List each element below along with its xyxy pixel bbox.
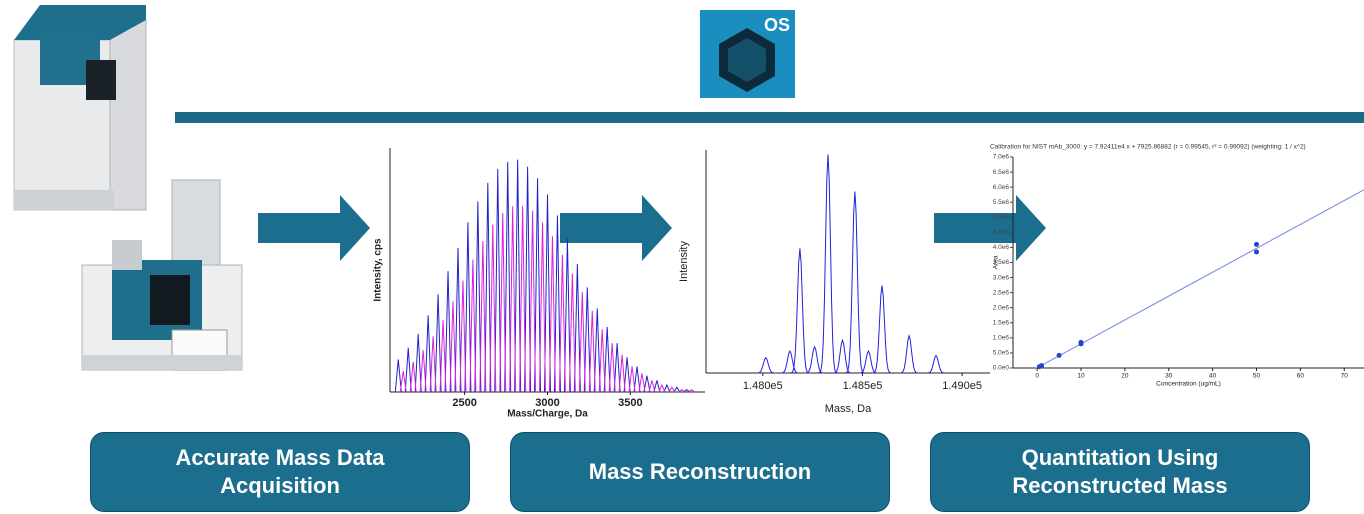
y-tick-label: 5.0e5	[993, 350, 1010, 357]
y-tick-label: 3.0e6	[993, 274, 1010, 281]
arrow	[934, 195, 1046, 261]
arrow	[560, 195, 672, 261]
x-axis-label: Concentration (ug/mL)	[1156, 381, 1221, 388]
spectrum-peak	[420, 350, 426, 392]
spectrum-peak	[589, 311, 595, 392]
x-tick-label: 30	[1165, 373, 1173, 380]
spectrum-peak	[510, 206, 516, 392]
spectrum-peak	[559, 255, 565, 392]
spectrum-peak	[410, 362, 416, 392]
x-tick-label: 1.480e5	[743, 380, 783, 392]
y-tick-label: 7.0e6	[993, 154, 1010, 161]
x-tick-label: 1.485e5	[843, 380, 883, 392]
y-tick-label: 4.0e6	[993, 244, 1010, 251]
x-tick-label: 0	[1035, 373, 1039, 380]
x-tick-label: 10	[1077, 373, 1085, 380]
mass-peak	[926, 356, 945, 374]
y-axis-label: Intensity, cps	[373, 238, 384, 302]
mass-peak	[872, 286, 891, 374]
spectrum-peak	[440, 320, 446, 392]
spectrum-peak	[400, 371, 406, 392]
spectrum-peak	[520, 206, 526, 392]
step-box: Accurate Mass Data Acquisition	[90, 432, 470, 512]
spectrum-peak	[549, 236, 555, 392]
spectrum-peak	[659, 385, 665, 392]
spectrum-peak	[530, 211, 536, 392]
step-label: Accurate Mass Data Acquisition	[160, 444, 400, 500]
spectrum-peak	[470, 260, 476, 392]
x-tick-label: 3000	[535, 397, 559, 409]
y-tick-label: 4.5e6	[993, 229, 1010, 236]
y-tick-label: 5.5e6	[993, 199, 1010, 206]
chart-title: Calibration for NIST mAb_3000: y = 7.924…	[990, 144, 1306, 151]
spectrum-peak	[490, 225, 496, 392]
y-axis-label: Intensity	[678, 241, 690, 282]
logo-text: OS	[764, 15, 790, 35]
mass-peak	[818, 154, 837, 373]
spectrum-peak	[639, 373, 645, 392]
spectrum-peak	[540, 222, 546, 392]
fit-line	[1013, 190, 1364, 381]
y-tick-label: 5.0e6	[993, 214, 1010, 221]
y-tick-label: 1.0e6	[993, 335, 1010, 342]
spectrum-peak	[395, 359, 401, 392]
mass-peak	[900, 336, 919, 373]
spectrum-peak	[569, 273, 575, 392]
mass-peak	[756, 358, 775, 373]
spectrum-peak	[430, 336, 436, 392]
x-axis-label: Mass, Da	[825, 403, 872, 415]
mass-peak	[845, 192, 864, 373]
spectrum-peak	[629, 366, 635, 392]
x-tick-label: 40	[1209, 373, 1217, 380]
x-tick-label: 3500	[618, 397, 642, 409]
calibration-point	[1039, 363, 1044, 368]
spectrum-peak	[500, 213, 506, 392]
arrow	[258, 195, 370, 261]
spectrum-peak	[480, 241, 486, 392]
x-axis-label: Mass/Charge, Da	[507, 409, 588, 420]
step-label: Quantitation Using Reconstructed Mass	[995, 444, 1245, 500]
spectrum-peak	[405, 348, 411, 392]
spectrum-peak	[669, 387, 675, 392]
spectrum-peak	[609, 343, 615, 392]
x-tick-label: 70	[1341, 373, 1349, 380]
calibration-point	[1057, 353, 1062, 358]
step-box: Quantitation Using Reconstructed Mass	[930, 432, 1310, 512]
calibration-point	[1079, 340, 1084, 345]
y-tick-label: 2.0e6	[993, 304, 1010, 311]
x-tick-label: 1.490e5	[942, 380, 982, 392]
y-tick-label: 0.0e0	[993, 365, 1010, 372]
step-label: Mass Reconstruction	[589, 458, 812, 486]
y-axis-label: Area	[993, 255, 1000, 269]
mass-peak	[790, 248, 809, 373]
y-tick-label: 6.5e6	[993, 169, 1010, 176]
calibration-point	[1254, 249, 1259, 254]
x-tick-label: 20	[1121, 373, 1129, 380]
page: OS 2500 3000 3500 Mass/Charge, Da Intensity,…	[0, 0, 1364, 514]
x-tick-label: 50	[1253, 373, 1261, 380]
timeline-bar	[175, 112, 1364, 123]
x-tick-label: 2500	[452, 397, 476, 409]
os-logo: OS	[700, 10, 795, 98]
x-tick-label: 60	[1297, 373, 1305, 380]
y-tick-label: 6.0e6	[993, 184, 1010, 191]
y-tick-label: 2.5e6	[993, 289, 1010, 296]
y-tick-label: 1.5e6	[993, 320, 1010, 327]
spectrum-peak	[599, 329, 605, 392]
spectrum-peak	[619, 355, 625, 392]
mass-peak	[780, 351, 799, 373]
calibration-point	[1254, 242, 1259, 247]
instrument-top	[14, 5, 146, 210]
spectrum-peak	[460, 280, 466, 392]
step-box: Mass Reconstruction	[510, 432, 890, 512]
spectrum-peak	[450, 301, 456, 392]
spectrum-peak	[579, 292, 585, 392]
spectrum-peak	[649, 380, 655, 392]
